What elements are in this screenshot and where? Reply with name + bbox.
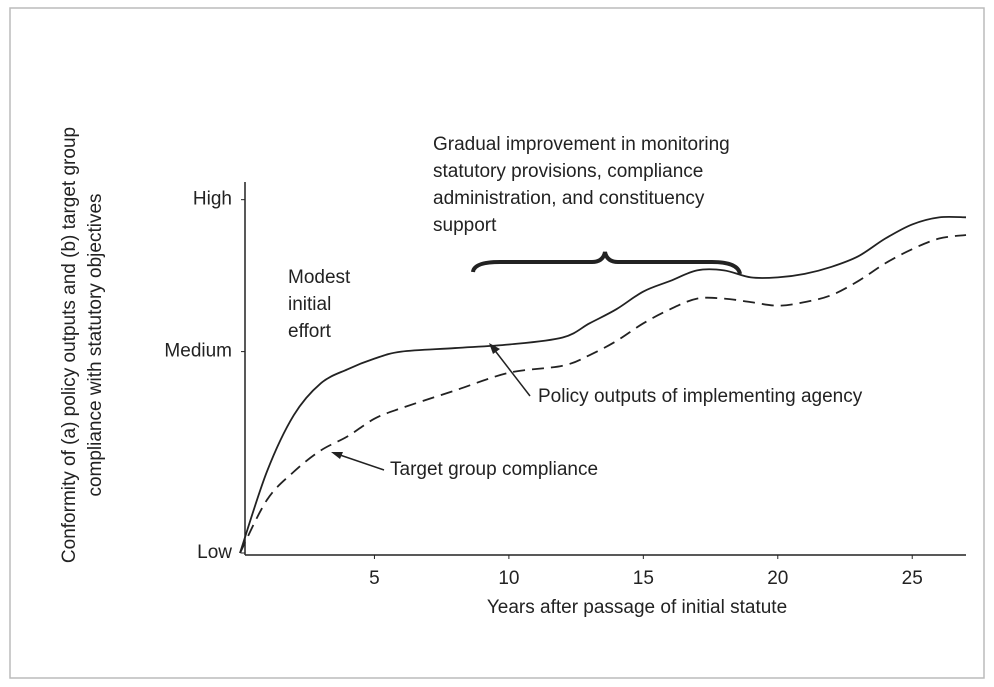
- y-tick-label: Low: [197, 542, 232, 563]
- y-tick-label: High: [193, 189, 232, 210]
- annotation: Gradual improvement in monitoring: [433, 134, 730, 155]
- x-tick-label: 20: [767, 568, 788, 589]
- x-tick-label: 10: [498, 568, 519, 589]
- series-label: Target group compliance: [390, 459, 598, 480]
- annotation: support: [433, 215, 497, 236]
- annotation: administration, and constituency: [433, 188, 705, 209]
- x-tick-label: 15: [633, 568, 654, 589]
- series-label: Policy outputs of implementing agency: [538, 386, 863, 407]
- y-axis-label: compliance with statutory objectives: [85, 193, 106, 496]
- y-tick-label: Medium: [164, 341, 232, 362]
- x-axis-label: Years after passage of initial statute: [487, 597, 787, 618]
- series-line: [239, 215, 967, 554]
- arrowhead: [331, 452, 343, 459]
- annotation: initial: [288, 294, 331, 315]
- annotation: statutory provisions, compliance: [433, 161, 703, 182]
- series-line: [239, 234, 967, 554]
- annotation: effort: [288, 321, 332, 342]
- annotation: Modest: [288, 267, 351, 288]
- arrow: [336, 453, 385, 471]
- y-axis-label: Conformity of (a) policy outputs and (b)…: [59, 127, 80, 563]
- x-tick-label: 25: [902, 568, 923, 589]
- x-tick-label: 5: [369, 568, 380, 589]
- arrow: [492, 347, 531, 397]
- brace: [471, 251, 742, 275]
- frame: [9, 7, 985, 679]
